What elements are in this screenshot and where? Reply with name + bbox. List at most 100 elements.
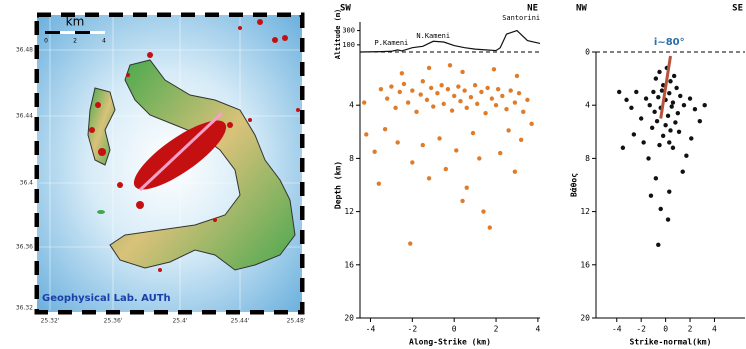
point (682, 103, 686, 107)
point (657, 70, 661, 74)
point (481, 209, 485, 213)
point (513, 170, 517, 174)
point (462, 88, 466, 92)
point (663, 123, 667, 127)
point (372, 150, 376, 154)
point (504, 107, 508, 111)
point (494, 103, 498, 107)
point (654, 76, 658, 80)
figure: km 0 2 4 36.48 36.44 36.4 36.36 36.32 25… (0, 0, 746, 349)
y-axis-title: Depth (km) (334, 161, 343, 209)
point (684, 154, 688, 158)
credit: Geophysical Lab. AUTh (42, 293, 171, 304)
point (656, 95, 660, 99)
x-tick-label: 0 (452, 325, 457, 334)
profile-label: N.Kameni (416, 32, 450, 40)
point (644, 96, 648, 100)
point (674, 86, 678, 90)
altitude-axis-title: Altitude (m) (334, 9, 342, 60)
point (488, 225, 492, 229)
point (500, 94, 504, 98)
island-aspronisi (97, 210, 105, 214)
point (677, 130, 681, 134)
point (641, 140, 645, 144)
profile-label: P.Kameni (375, 39, 409, 47)
point (402, 82, 406, 86)
point (617, 90, 621, 94)
x-tick-label: 2 (494, 325, 499, 334)
point (657, 143, 661, 147)
point (654, 176, 658, 180)
point (383, 127, 387, 131)
point (672, 74, 676, 78)
lat-label: 36.48 (16, 47, 33, 54)
point (460, 199, 464, 203)
lon-label: 25.4' (172, 318, 187, 325)
point (379, 87, 383, 91)
point (492, 67, 496, 71)
point (673, 120, 677, 124)
point (425, 98, 429, 102)
point (702, 103, 706, 107)
point (529, 122, 533, 126)
point (508, 88, 512, 92)
point (519, 138, 523, 142)
point (414, 110, 418, 114)
point (639, 116, 643, 120)
point (521, 110, 525, 114)
point (456, 84, 460, 88)
y-tick-label: 0 (585, 48, 590, 57)
point (471, 131, 475, 135)
x-tick-label: -4 (612, 325, 622, 334)
point (427, 176, 431, 180)
point (454, 148, 458, 152)
point (661, 134, 665, 138)
point (656, 243, 660, 247)
point (389, 84, 393, 88)
point (427, 66, 431, 70)
point (671, 100, 675, 104)
point (506, 128, 510, 132)
point (629, 106, 633, 110)
scale-unit: km (66, 15, 85, 29)
point (649, 193, 653, 197)
point (431, 104, 435, 108)
x-tick-label: 4 (712, 325, 717, 334)
lat-label: 36.44 (16, 113, 33, 120)
point (666, 114, 670, 118)
point (681, 170, 685, 174)
point (442, 102, 446, 106)
point (408, 241, 412, 245)
point (362, 100, 366, 104)
point (406, 100, 410, 104)
point (444, 167, 448, 171)
fault-plane (661, 56, 671, 119)
point (398, 90, 402, 94)
point (668, 79, 672, 83)
point (517, 91, 521, 95)
point (689, 136, 693, 140)
scale-bar (60, 31, 75, 34)
point (515, 74, 519, 78)
point (421, 79, 425, 83)
point (483, 111, 487, 115)
point (485, 86, 489, 90)
point (385, 96, 389, 100)
page: { "map": { "scale_unit": "km", "scale_la… (0, 0, 746, 349)
point (666, 217, 670, 221)
point (364, 132, 368, 136)
point (525, 98, 529, 102)
point (624, 98, 628, 102)
point (477, 156, 481, 160)
y-tick-label: 12 (344, 207, 354, 216)
point (460, 70, 464, 74)
x-tick-label: 2 (688, 325, 693, 334)
point (698, 119, 702, 123)
x-axis-title: Along-Strike (km) (409, 337, 491, 347)
point (634, 90, 638, 94)
altitude-tick-label: 100 (342, 41, 355, 49)
point (652, 110, 656, 114)
point (693, 107, 697, 111)
y-tick-label: 20 (344, 314, 354, 323)
point (650, 126, 654, 130)
